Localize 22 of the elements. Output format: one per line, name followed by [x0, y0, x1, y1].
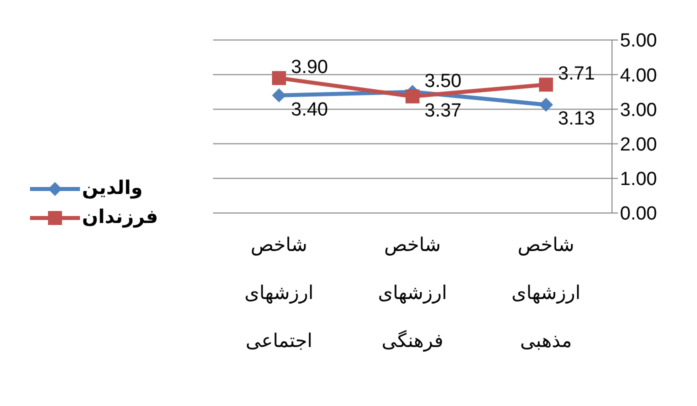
point [406, 89, 420, 104]
legend-label: والدین [82, 177, 143, 200]
category-label: شاخص ارزشهای مذهبی [512, 235, 580, 352]
data-label: 3.37 [424, 100, 462, 122]
data-label: 3.71 [558, 64, 595, 85]
point [539, 98, 553, 112]
y-tick-label: 1.00 [620, 169, 657, 190]
category-label: شاخص ارزشهای اجتماعی [244, 235, 314, 352]
y-tick-label: 2.00 [620, 134, 657, 156]
data-label: 3.40 [291, 99, 328, 120]
y-tick-label: 5.00 [620, 30, 657, 52]
y-tick-label: 3.00 [620, 100, 657, 121]
data-label: 3.13 [558, 108, 595, 130]
point [272, 88, 286, 102]
category-label: شاخص ارزشهای فرهنگی [378, 235, 447, 352]
y-tick-label: 4.00 [620, 65, 657, 86]
y-tick-label: 0.00 [620, 204, 657, 225]
data-label: 3.50 [424, 70, 462, 92]
data-label: 3.90 [291, 57, 328, 78]
point [272, 71, 286, 86]
legend-label: فرزندان [82, 206, 158, 229]
point [539, 78, 553, 92]
